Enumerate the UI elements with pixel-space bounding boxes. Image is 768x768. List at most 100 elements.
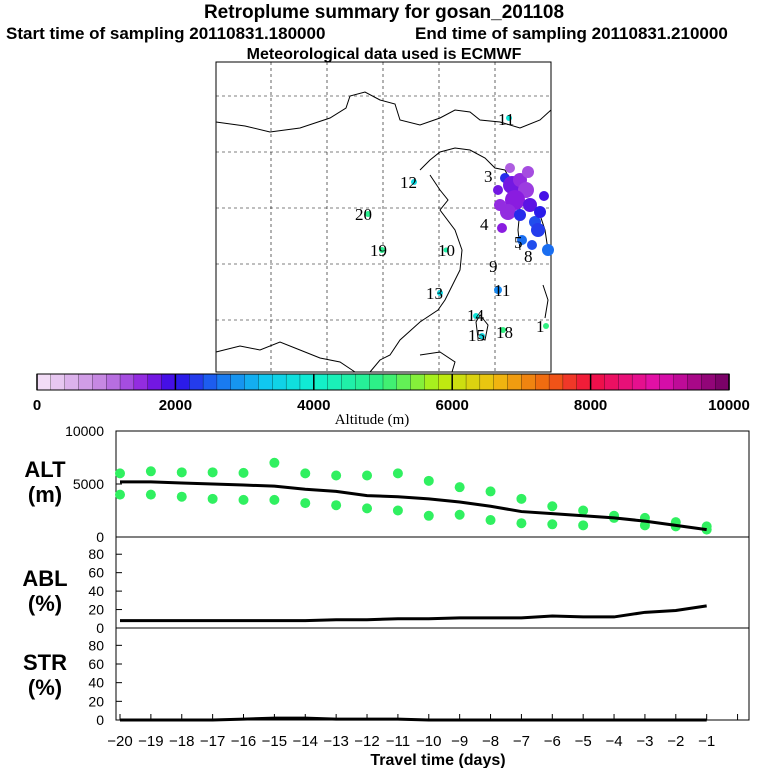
map-trajectory-point [500,327,506,333]
colorbar-segment [175,373,190,391]
colorbar-segment [355,373,370,391]
alt-mean-line [120,480,707,532]
alt-upper-point [269,457,280,468]
colorbar-segment [604,373,619,391]
x-tick-label: −10 [416,733,441,750]
map-day-label: 15 [468,326,485,345]
str-panel-label: STR (%) [0,650,90,700]
colorbar-segment [410,373,426,391]
alt-lower-point [331,500,342,511]
x-tick-label: −3 [636,733,653,750]
colorbar-segment [189,373,204,391]
abl-ytick-label: 20 [88,602,104,618]
colorbar-segment [258,373,273,391]
colorbar-segment [78,373,94,391]
colorbar-segment [659,373,675,391]
x-tick-label: −18 [169,733,194,750]
map-plume-point [493,185,503,195]
x-tick-label: −4 [605,733,622,750]
str-ytick-label: 40 [88,675,104,691]
x-tick-label: −19 [138,733,163,750]
colorbar-segment [147,373,163,391]
abl-label: ABL [22,566,68,591]
x-tick-label: −16 [231,733,256,750]
colorbar-segment [438,373,453,391]
colorbar-segment [341,373,356,391]
x-tick-label: −6 [544,733,561,750]
x-tick-label: −14 [293,733,318,750]
x-tick-label: −20 [107,733,132,750]
alt-unit: (m) [27,482,63,507]
colorbar-segment [396,373,412,391]
map-trajectory-point [365,211,371,217]
map-plume-point [522,166,534,178]
chart-title: Retroplume summary for gosan_201108 [203,2,565,23]
colorbar-segment [244,373,260,391]
x-tick-label: −12 [354,733,379,750]
x-tick-label: −5 [575,733,592,750]
alt-upper-point [423,475,434,486]
map-trajectory-point [437,290,443,296]
map-plume-point [527,240,537,250]
alt-lower-point [115,489,125,500]
alt-upper-point [207,467,218,478]
colorbar-segment [521,373,536,391]
map-day-label: 4 [480,215,489,234]
colorbar-segment [673,373,689,391]
colorbar-segment [493,373,509,391]
colorbar-segment [106,373,121,391]
colorbar-tick-label: 10000 [708,397,750,414]
map-trajectory-point [443,247,449,253]
abl-ytick-label: 0 [96,620,104,636]
alt-upper-point [578,505,589,516]
x-axis-label: Travel time (days) [370,752,505,768]
str-ytick-label: 60 [88,656,104,672]
alt-upper-point [485,486,496,497]
colorbar-tick-label: 2000 [159,397,192,414]
map-plume-point [534,206,546,218]
str-label: STR [23,650,67,675]
colorbar-segment [452,373,467,391]
abl-chart: 0 20 40 60 80 [88,536,750,636]
x-tick-label: −13 [323,733,348,750]
map-trajectory-point [411,179,417,185]
map-plume-point [517,235,527,245]
map-day-label: 3 [484,167,493,186]
colorbar-segment [272,373,287,391]
map-trajectory-point [494,286,502,294]
colorbar-segment [299,373,315,391]
map-trajectory-point [473,313,479,319]
map-graticule [216,62,551,372]
colorbar-segment [645,373,661,391]
alt-upper-point [300,468,311,479]
alt-lower-point [238,494,249,505]
abl-ytick-label: 80 [88,546,104,562]
map-day-label: 14 [467,306,485,325]
colorbar-segment [285,373,301,391]
colorbar-segment [133,373,149,391]
x-tick-label: −15 [262,733,287,750]
x-tick-label: −8 [482,733,499,750]
colorbar-segment [479,373,495,391]
x-tick-label: −9 [451,733,468,750]
map-day-label: 8 [524,247,533,266]
alt-upper-point [516,493,527,504]
str-ytick-label: 20 [88,693,104,709]
colorbar-segment [507,373,523,391]
colorbar-segment [424,373,440,391]
alt-lower-point [516,518,527,529]
colorbar-segment [313,373,329,391]
alt-label: ALT [24,457,66,482]
map-day-label: 11 [494,281,510,300]
colorbar-segment [230,373,246,391]
alt-ytick-label: 0 [96,529,104,545]
map-plume-point [494,199,506,211]
abl-panel-label: ABL (%) [0,566,90,616]
map-day-label: 5 [514,233,523,252]
alt-lower-point [300,498,311,509]
colorbar-segment [161,373,177,391]
x-tick-label: −7 [513,733,530,750]
colorbar-segment [216,373,232,391]
map-plume-point [539,191,549,201]
